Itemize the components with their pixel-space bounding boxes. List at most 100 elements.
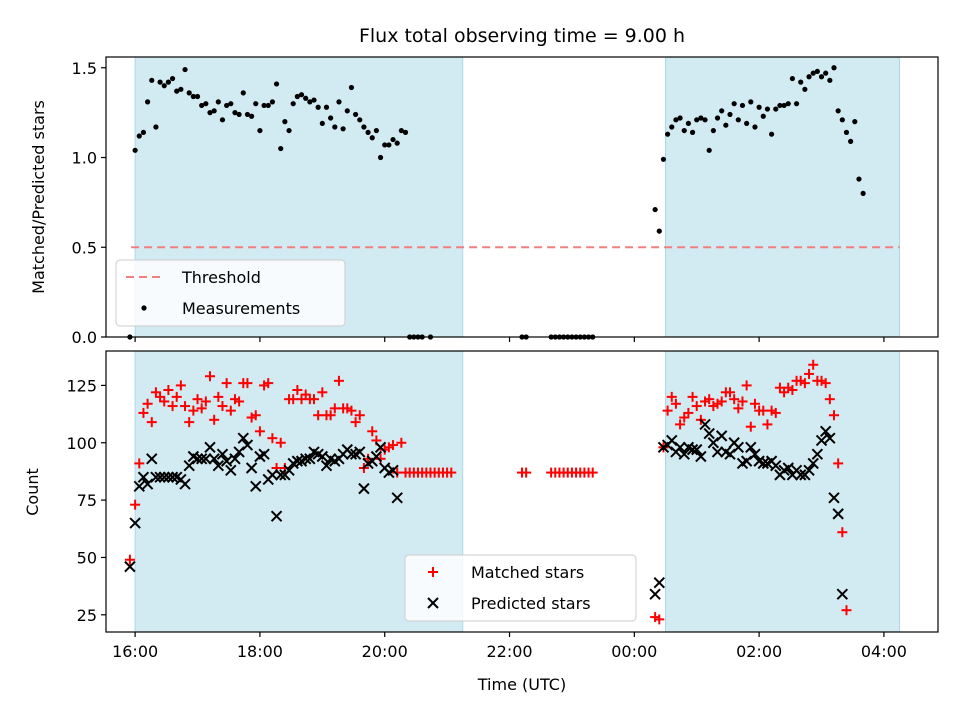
x-b [427,597,439,609]
matched-stars-point [691,401,702,412]
x-b [124,560,136,573]
predicted-stars-point [649,588,661,600]
x-b [270,510,283,522]
legend-swatch-matched-stars [428,567,438,577]
predicted-stars-point [374,441,387,454]
predicted-stars-point [695,450,707,463]
matched-stars-point [350,417,361,428]
predicted-stars-point [757,457,769,470]
measurements-point [265,102,271,109]
matched-stars-point [184,417,195,428]
x-b [324,453,337,465]
measurements-point [219,117,226,123]
plot-frame [105,350,939,633]
x-b [370,450,383,463]
measurements-point [827,77,833,83]
measurements-point [744,120,750,127]
ratio-panel: 0.0 0.5 1.0 1.5 Threshold Measurements [72,56,939,347]
matched-stars-point [200,396,211,407]
matched-stars-point [687,391,698,402]
predicted-stars-point [250,480,262,493]
predicted-stars-point [707,437,720,449]
measurements-point [290,101,296,107]
matched-stars-point [221,378,232,389]
matched-stars-point [196,403,207,414]
measurements-point [793,101,800,107]
x-b [291,455,304,467]
matched-stars-point [254,426,265,437]
matched-stars-point [205,371,215,382]
predicted-stars-point [715,430,728,442]
measurements-point [823,70,829,76]
x-b [699,418,711,431]
x-b [832,508,844,520]
x-b [686,443,699,456]
x-b [129,517,141,529]
measurements-point [357,117,363,123]
matched-stars-point [521,467,532,478]
measurements-point [157,79,163,85]
measurements-point [269,99,275,105]
measurements-point [706,147,712,153]
legend-label-matched-stars: Matched stars [471,563,584,582]
matched-stars-point [662,405,673,416]
matched-stars-point [787,384,798,395]
matched-stars-point [675,419,686,430]
y-tick-label: 75 [77,491,97,510]
measurements-point [194,93,201,100]
matched-stars-point [808,359,819,370]
measurements-point [852,119,858,125]
predicted-stars-point [358,482,370,495]
predicted-stars-point [162,471,175,483]
x-b [803,464,815,476]
measurements-point [748,99,754,105]
matched-stars-point [192,394,203,405]
matched-stars-point [716,396,727,407]
predicted-stars-point [137,471,150,483]
x-b [225,464,237,476]
predicted-stars-point [666,434,678,447]
matched-stars-point [804,368,815,379]
measurements-point [323,104,330,110]
predicted-stars-point [370,450,383,463]
predicted-stars-point [724,448,736,460]
matched-stars-point [749,398,760,409]
x-b [740,455,753,467]
measurements-point [810,70,816,76]
measurements-point [340,126,346,132]
measurements-point [673,117,679,123]
measurements-point [739,102,746,109]
measurements-point [174,88,180,94]
x-b [195,453,208,465]
x-b [715,430,728,442]
measurements-point [689,129,696,135]
measurements-point [161,83,167,89]
measurements-point [402,129,409,135]
measurements-point [856,176,862,182]
matched-stars-point [729,394,740,405]
measurements-point [332,124,338,130]
predicted-stars-point [740,455,753,467]
measurements-point [802,86,808,92]
measurements-point [860,190,866,197]
measurements-point [365,129,371,135]
x-b [682,441,695,454]
predicted-stars-point [832,508,844,520]
predicted-stars-point [304,453,316,465]
x-b [158,471,170,483]
measurements-point [336,99,342,105]
x-tick-label: 00:00 [611,642,657,661]
predicted-stars-point [782,462,794,474]
predicted-stars-point [204,441,216,454]
measurements-point [207,110,213,116]
predicted-stars-point [124,560,136,573]
x-b [208,453,220,465]
legend-label-threshold: Threshold [181,268,261,287]
matched-stars-point [171,391,182,402]
predicted-stars-point [158,471,170,483]
x-b [354,446,366,458]
predicted-stars-point [225,464,237,476]
x-b [703,427,715,440]
measurements-point [694,117,700,123]
x-b [171,471,183,483]
